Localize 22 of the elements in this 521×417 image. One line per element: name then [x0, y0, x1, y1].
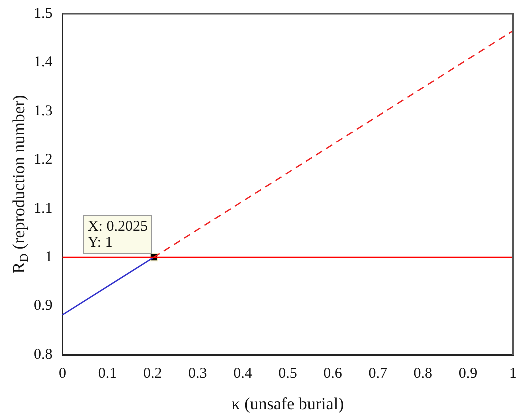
y-tick-label: 0.8 [34, 346, 53, 363]
x-tick-label: 0.7 [368, 366, 388, 382]
annotation: X: 0.2025 Y: 1 [88, 219, 148, 252]
y-tick-label: 1.2 [34, 152, 53, 168]
y-tick-label: 1.5 [34, 6, 53, 22]
y-tick-label: 1.3 [34, 103, 53, 120]
x-tick-label: 0.6 [324, 366, 343, 382]
x-axis-title: κ (unsafe burial) [232, 394, 344, 414]
x-tick-label: 0.8 [414, 366, 433, 382]
x-tick-label: 0.5 [278, 366, 298, 382]
x-tick-label: 0 [59, 366, 66, 382]
y-axis-title: RD (reproduction number) [9, 95, 32, 274]
y-tick-label: 0.9 [34, 298, 53, 314]
x-tick-label: 1 [510, 366, 517, 382]
y-tick-label: 1.4 [34, 54, 54, 71]
y-tick-label: 1 [45, 250, 53, 266]
x-tick-label: 0.4 [234, 366, 253, 382]
y-tick-label: 1.1 [34, 200, 53, 217]
x-tick-label: 0.1 [98, 366, 118, 382]
x-tick-label: 0.3 [188, 366, 208, 382]
x-tick-label: 0.2 [143, 366, 162, 382]
x-tick-label: 0.9 [458, 366, 478, 382]
